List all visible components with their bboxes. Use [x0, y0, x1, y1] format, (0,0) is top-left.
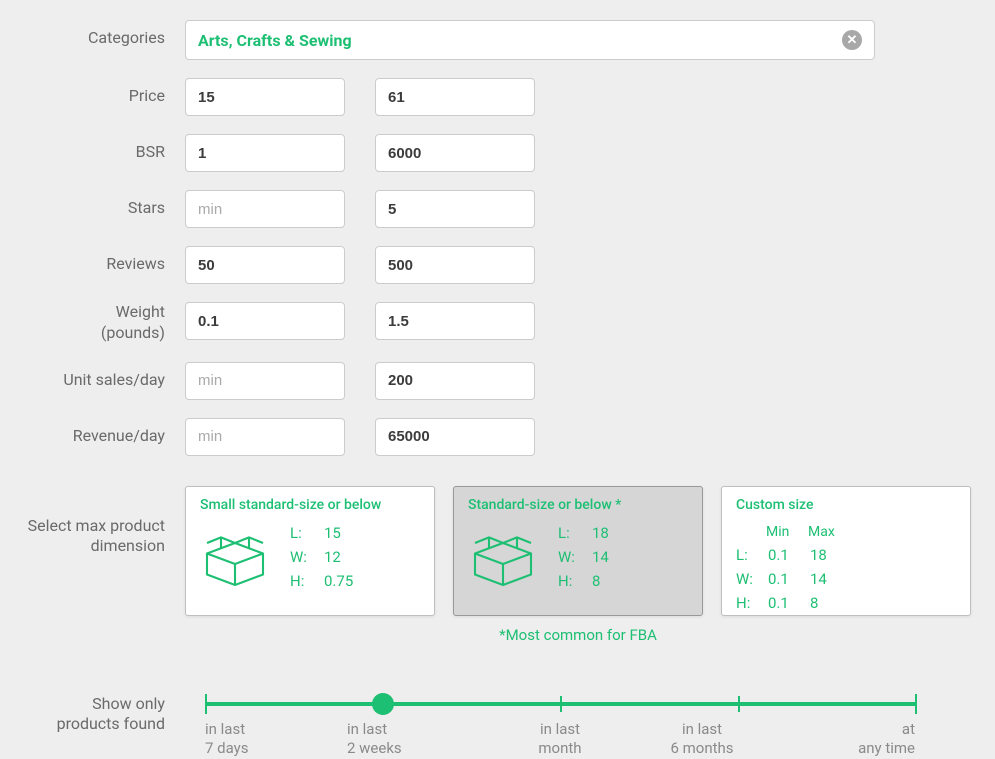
dimension-card-custom[interactable]: Custom size MinMax L:0.118 W:0.114 H:0.1…: [721, 486, 971, 616]
revenue-label: Revenue/day: [20, 418, 185, 445]
reviews-label: Reviews: [20, 246, 185, 273]
dimension-values: L:15 W:12 H:0.75: [290, 521, 353, 593]
categories-label: Categories: [20, 20, 185, 47]
categories-value: Arts, Crafts & Sewing: [198, 31, 352, 50]
revenue-min-input[interactable]: [185, 418, 345, 456]
bsr-label: BSR: [20, 134, 185, 161]
revenue-max-input[interactable]: [375, 418, 535, 456]
reviews-min-input[interactable]: [185, 246, 345, 284]
unit-sales-label: Unit sales/day: [20, 362, 185, 389]
show-only-label: Show onlyproducts found: [20, 694, 185, 736]
slider-labels: in last7 days in last2 weeks in lastmont…: [205, 720, 915, 759]
fba-note: *Most common for FBA: [453, 626, 703, 644]
box-icon: [200, 522, 270, 592]
time-slider[interactable]: [205, 702, 915, 706]
bsr-max-input[interactable]: [375, 134, 535, 172]
dimension-card-standard[interactable]: Standard-size or below * L:18 W:1: [453, 486, 703, 616]
dimension-card-title: Small standard-size or below: [200, 497, 420, 513]
custom-size-table: MinMax L:0.118 W:0.114 H:0.18: [736, 521, 950, 615]
weight-min-input[interactable]: [185, 302, 345, 340]
dimension-card-title: Custom size: [736, 497, 956, 513]
stars-min-input[interactable]: [185, 190, 345, 228]
price-min-input[interactable]: [185, 78, 345, 116]
unit-sales-max-input[interactable]: [375, 362, 535, 400]
box-icon: [468, 522, 538, 592]
clear-categories-icon[interactable]: ✕: [842, 30, 862, 50]
bsr-min-input[interactable]: [185, 134, 345, 172]
price-max-input[interactable]: [375, 78, 535, 116]
price-label: Price: [20, 78, 185, 105]
dimension-card-small[interactable]: Small standard-size or below L:15: [185, 486, 435, 616]
reviews-max-input[interactable]: [375, 246, 535, 284]
stars-label: Stars: [20, 190, 185, 217]
categories-input[interactable]: Arts, Crafts & Sewing ✕: [185, 20, 875, 60]
unit-sales-min-input[interactable]: [185, 362, 345, 400]
dimension-card-title: Standard-size or below *: [468, 497, 688, 513]
weight-max-input[interactable]: [375, 302, 535, 340]
slider-handle[interactable]: [372, 693, 394, 715]
stars-max-input[interactable]: [375, 190, 535, 228]
max-dimension-label: Select max productdimension: [20, 486, 185, 558]
dimension-values: L:18 W:14 H:8: [558, 521, 609, 593]
weight-label: Weight(pounds): [20, 302, 185, 344]
